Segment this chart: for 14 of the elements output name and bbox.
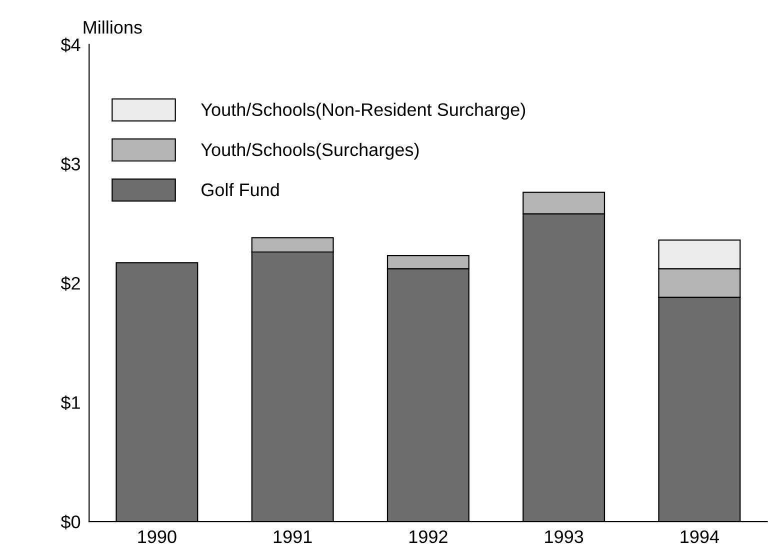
- legend-label: Golf Fund: [202, 182, 279, 196]
- x-tick-label: 1994: [680, 530, 719, 544]
- legend-label: Youth/Schools(Non-Resident Surcharge): [201, 102, 526, 120]
- x-tick-label: 1993: [545, 530, 584, 544]
- y-tick-label: $2: [60, 276, 80, 291]
- y-tick-label: $4: [60, 38, 80, 52]
- y-tick-label: $1: [60, 395, 80, 410]
- legend-label: Youth/Schools(Surcharges): [201, 142, 419, 160]
- y-tick-label: $3: [60, 156, 80, 172]
- x-tick-label: 1991: [274, 530, 312, 544]
- y-tick-label: $0: [60, 514, 80, 530]
- y-axis-title: Millions: [84, 20, 142, 34]
- x-tick-label: 1990: [138, 530, 176, 544]
- x-tick-label: 1992: [409, 530, 448, 544]
